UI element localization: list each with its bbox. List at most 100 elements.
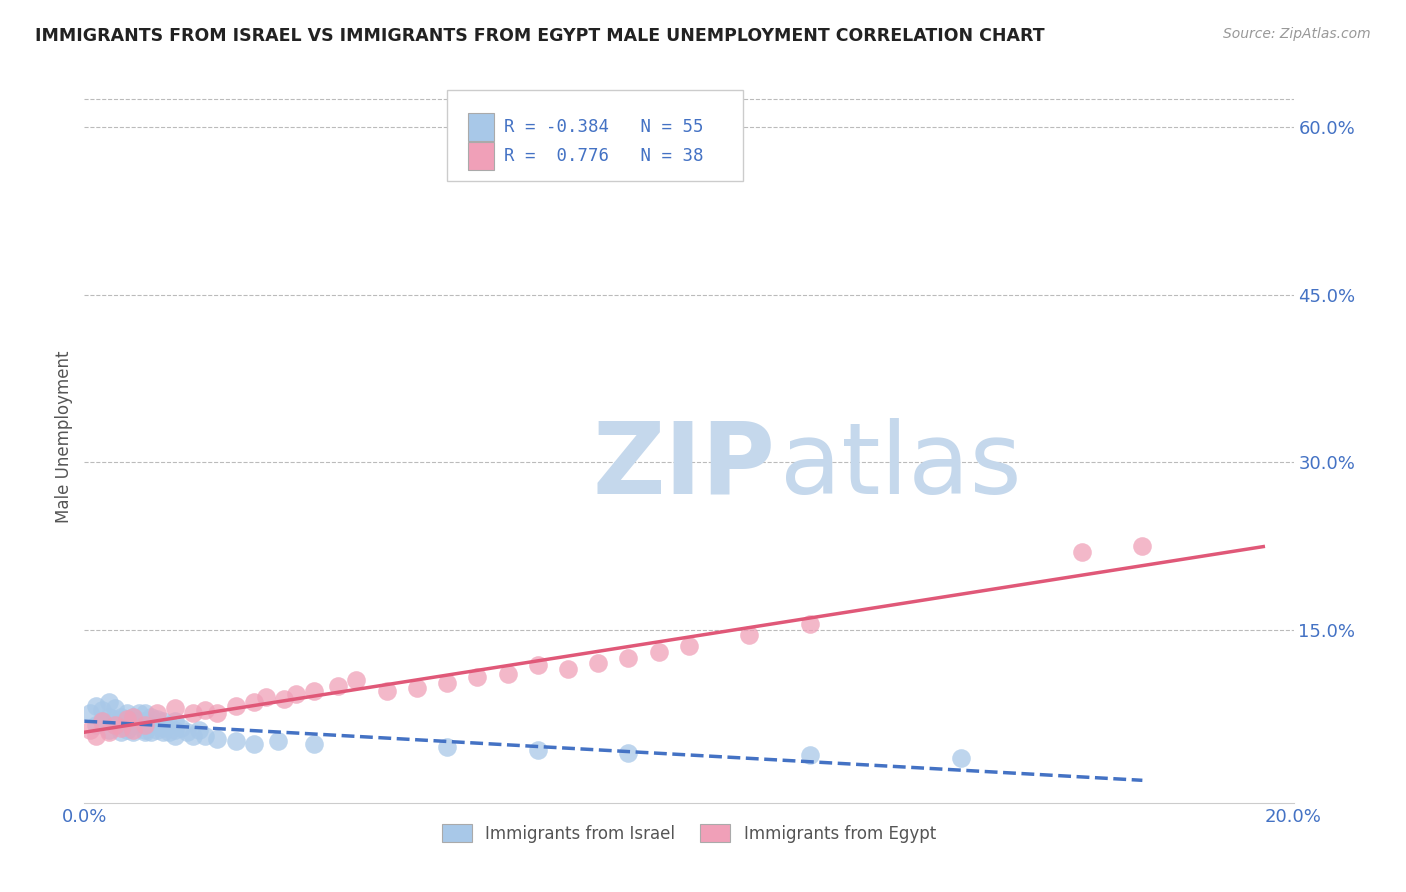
Point <box>557 662 579 676</box>
Point <box>346 673 368 687</box>
Point <box>146 723 169 738</box>
Point <box>91 714 114 729</box>
Point <box>170 721 193 735</box>
Legend: Immigrants from Israel, Immigrants from Egypt: Immigrants from Israel, Immigrants from … <box>436 818 942 849</box>
Point <box>115 723 138 738</box>
Point <box>121 725 143 739</box>
Text: Source: ZipAtlas.com: Source: ZipAtlas.com <box>1223 27 1371 41</box>
Point <box>97 725 120 739</box>
Text: R = -0.384   N = 55: R = -0.384 N = 55 <box>503 118 703 136</box>
Text: IMMIGRANTS FROM ISRAEL VS IMMIGRANTS FROM EGYPT MALE UNEMPLOYMENT CORRELATION CH: IMMIGRANTS FROM ISRAEL VS IMMIGRANTS FRO… <box>35 27 1045 45</box>
Point <box>97 723 120 738</box>
Point <box>97 710 120 724</box>
Point <box>165 723 187 738</box>
Point <box>950 751 973 765</box>
Point <box>273 692 295 706</box>
Point <box>176 725 198 739</box>
Point <box>157 725 180 739</box>
Point <box>1130 539 1153 553</box>
Point <box>139 717 162 731</box>
Point <box>121 723 143 738</box>
Point <box>165 729 187 743</box>
Point <box>678 640 700 654</box>
Point <box>86 729 108 743</box>
Point <box>97 695 120 709</box>
Point <box>648 645 671 659</box>
Point <box>104 717 127 731</box>
Point <box>104 712 127 726</box>
Point <box>157 717 180 731</box>
Point <box>110 710 132 724</box>
Point <box>86 717 108 731</box>
Point <box>134 714 156 729</box>
Point <box>527 658 550 673</box>
Point <box>254 690 277 704</box>
Point <box>110 725 132 739</box>
Point <box>436 739 458 754</box>
Point <box>134 725 156 739</box>
Point <box>79 706 101 721</box>
Point <box>328 679 350 693</box>
Point <box>128 714 150 729</box>
Y-axis label: Male Unemployment: Male Unemployment <box>55 351 73 524</box>
Point <box>121 710 143 724</box>
Point <box>165 714 187 729</box>
Point <box>406 681 429 695</box>
Point <box>1071 544 1094 558</box>
Point <box>738 628 761 642</box>
Point <box>588 657 610 671</box>
Point <box>115 712 138 726</box>
Point <box>110 721 132 735</box>
Text: ZIP: ZIP <box>592 417 775 515</box>
Point <box>152 725 174 739</box>
FancyBboxPatch shape <box>447 90 744 181</box>
Point <box>194 703 217 717</box>
Point <box>115 712 138 726</box>
Point <box>91 714 114 729</box>
Point <box>302 684 325 698</box>
Point <box>285 688 308 702</box>
Text: atlas: atlas <box>780 417 1021 515</box>
Point <box>799 617 821 632</box>
Point <box>267 734 290 748</box>
Point <box>181 706 204 721</box>
Point <box>188 723 211 738</box>
Point <box>139 710 162 724</box>
Point <box>152 714 174 729</box>
Point <box>110 717 132 731</box>
Bar <box>468 113 495 141</box>
Text: R =  0.776   N = 38: R = 0.776 N = 38 <box>503 147 703 165</box>
Point <box>134 717 156 731</box>
Bar <box>468 143 495 170</box>
Point <box>146 706 169 721</box>
Point <box>527 743 550 757</box>
Point <box>134 706 156 721</box>
Point <box>165 701 187 715</box>
Point <box>146 712 169 726</box>
Point <box>467 670 489 684</box>
Point <box>121 710 143 724</box>
Point <box>152 721 174 735</box>
Point <box>225 698 247 713</box>
Point <box>617 650 640 665</box>
Point <box>207 732 229 747</box>
Point <box>242 695 264 709</box>
Point <box>104 701 127 715</box>
Point <box>128 706 150 721</box>
Point <box>86 698 108 713</box>
Point <box>104 717 127 731</box>
Point <box>91 703 114 717</box>
Point <box>194 729 217 743</box>
Point <box>496 667 519 681</box>
Point <box>242 737 264 751</box>
Point <box>617 746 640 760</box>
Point <box>134 723 156 738</box>
Point <box>436 676 458 690</box>
Point <box>207 706 229 721</box>
Point <box>181 729 204 743</box>
Point <box>79 723 101 738</box>
Point <box>302 737 325 751</box>
Point <box>115 714 138 729</box>
Point <box>225 734 247 748</box>
Point <box>121 717 143 731</box>
